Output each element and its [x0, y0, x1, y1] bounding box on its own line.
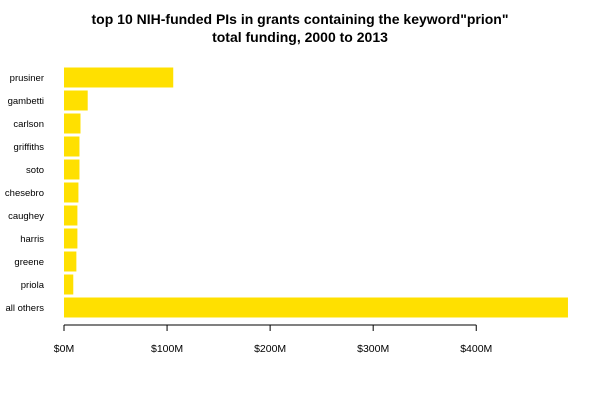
category-label: all others [5, 303, 44, 314]
chart-title-block: top 10 NIH-funded PIs in grants containi… [0, 10, 600, 46]
x-tick-label: $0M [54, 343, 74, 355]
bar-griffiths [64, 136, 80, 157]
bar-priola [64, 274, 74, 295]
bar-chesebro [64, 182, 79, 203]
x-tick-label: $400M [460, 343, 492, 355]
category-label: griffiths [14, 142, 45, 153]
x-tick-label: $300M [357, 343, 389, 355]
category-label: prusiner [10, 73, 44, 84]
x-axis: $0M $100M $200M $300M $400M [54, 324, 492, 355]
bar-gambetti [64, 90, 88, 111]
bars-group [64, 67, 568, 318]
category-label: chesebro [5, 188, 44, 199]
category-labels-group: prusiner gambetti carlson griffiths soto ches… [5, 73, 45, 314]
category-label: gambetti [8, 96, 44, 107]
bar-harris [64, 228, 78, 249]
bar-all-others [64, 297, 568, 318]
bar-caughey [64, 205, 78, 226]
category-label: carlson [13, 119, 44, 130]
category-label: greene [14, 257, 44, 268]
bar-prusiner [64, 67, 174, 88]
bar-carlson [64, 113, 81, 134]
chart-title: top 10 NIH-funded PIs in grants containi… [91, 11, 509, 27]
bar-greene [64, 251, 77, 272]
x-tick-label: $200M [254, 343, 286, 355]
category-label: caughey [8, 211, 44, 222]
x-tick-label: $100M [151, 343, 183, 355]
category-label: soto [26, 165, 44, 176]
chart-subtitle: total funding, 2000 to 2013 [212, 29, 388, 45]
bar-soto [64, 159, 80, 180]
category-label: priola [21, 280, 45, 291]
category-label: harris [20, 234, 44, 245]
